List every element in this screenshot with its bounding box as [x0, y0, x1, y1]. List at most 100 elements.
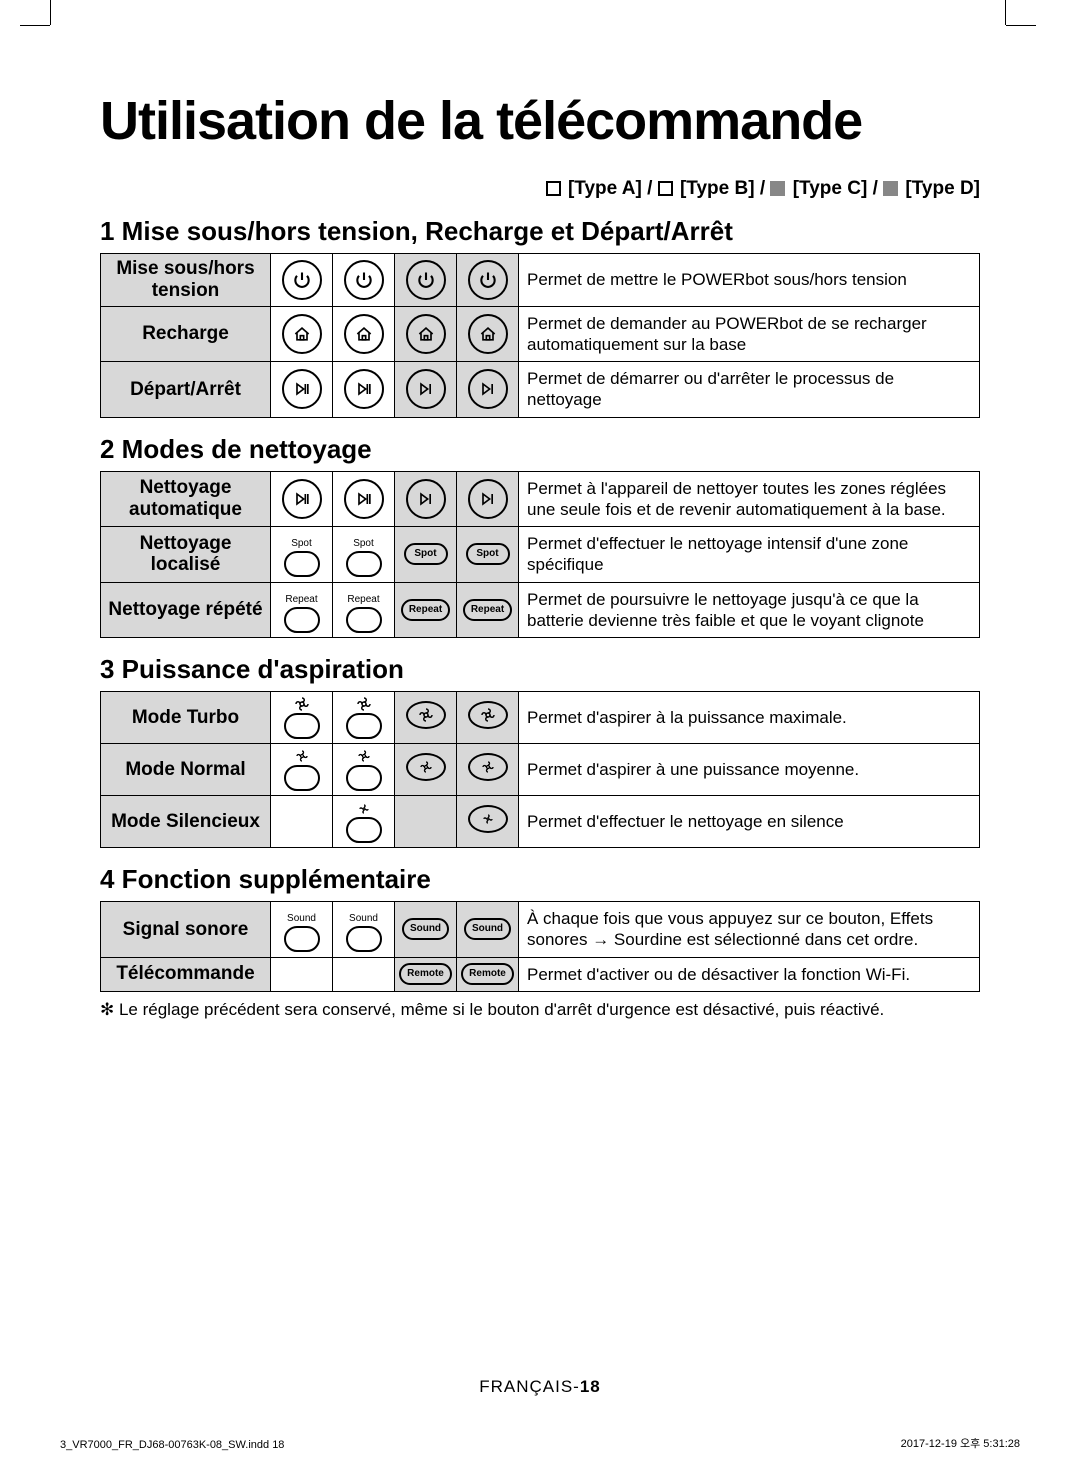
icon-cell [333, 254, 395, 307]
icon-cell [271, 471, 333, 527]
repeat-button-icon: Repeat [463, 599, 512, 621]
fan-mid-icon [406, 753, 446, 781]
row-description: Permet d'effectuer le nettoyage en silen… [519, 796, 980, 848]
table-power: Mise sous/hors tension Permet de mettre … [100, 253, 980, 418]
repeat-label: Repeat [347, 595, 379, 605]
footer-lang: FRANÇAIS- [479, 1377, 580, 1396]
normal-button-icon [346, 765, 382, 791]
icon-cell [333, 471, 395, 527]
icon-cell: Sound [333, 902, 395, 958]
play-stop-icon [468, 369, 508, 409]
row-label: Nettoyage répété [101, 582, 271, 638]
row-description: Permet d'aspirer à la puissance maximale… [519, 692, 980, 744]
type-d-label: [Type D] [905, 178, 980, 199]
fan-high-icon [293, 697, 311, 711]
icon-cell [333, 306, 395, 362]
table-row: Signal sonore Sound Sound Sound Sound À … [101, 902, 980, 958]
table-modes: Nettoyage automatique Permet à l'apparei… [100, 471, 980, 639]
sound-label: Sound [349, 914, 378, 924]
crop-mark [1006, 25, 1036, 26]
type-a-label: [Type A] [568, 178, 642, 199]
icon-cell: Sound [395, 902, 457, 958]
type-b-label: [Type B] [680, 178, 755, 199]
icon-cell [271, 692, 333, 744]
power-icon [468, 260, 508, 300]
icon-cell [395, 254, 457, 307]
row-label: Nettoyage localisé [101, 527, 271, 583]
crop-mark [50, 0, 51, 25]
table-row: Télécommande Remote Remote Permet d'acti… [101, 957, 980, 991]
row-description: Permet d'aspirer à une puissance moyenne… [519, 744, 980, 796]
row-description: Permet à l'appareil de nettoyer toutes l… [519, 471, 980, 527]
fan-high-icon [468, 701, 508, 729]
source-file-label: 3_VR7000_FR_DJ68-00763K-08_SW.indd 18 [60, 1439, 284, 1451]
play-pause-icon [282, 479, 322, 519]
icon-cell [395, 362, 457, 418]
spot-button-icon: Spot [466, 543, 510, 565]
icon-cell [457, 692, 519, 744]
table-suction: Mode Turbo Permet d'aspirer à la puissan… [100, 691, 980, 848]
icon-cell [395, 744, 457, 796]
section-2-heading: 2 Modes de nettoyage [100, 434, 980, 465]
table-extra: Signal sonore Sound Sound Sound Sound À … [100, 901, 980, 992]
row-description: Permet de mettre le POWERbot sous/hors t… [519, 254, 980, 307]
crop-mark [1005, 0, 1006, 25]
icon-cell: Repeat [271, 582, 333, 638]
sound-button-icon: Sound [402, 918, 449, 940]
play-stop-icon [406, 369, 446, 409]
row-description: Permet de poursuivre le nettoyage jusqu'… [519, 582, 980, 638]
icon-cell: Remote [457, 957, 519, 991]
crop-mark [20, 25, 50, 26]
silent-button-icon [346, 817, 382, 843]
table-row: Nettoyage répété Repeat Repeat Repeat Re… [101, 582, 980, 638]
footer-page-number: 18 [580, 1377, 601, 1396]
type-b-marker [658, 181, 673, 196]
turbo-button-icon [284, 713, 320, 739]
row-label: Télécommande [101, 957, 271, 991]
row-label: Mise sous/hors tension [101, 254, 271, 307]
row-label: Mode Silencieux [101, 796, 271, 848]
row-description: Permet de démarrer ou d'arrêter le proce… [519, 362, 980, 418]
footnote: ✻ Le réglage précédent sera conservé, mê… [100, 1000, 980, 1020]
icon-cell-empty [395, 796, 457, 848]
icon-cell [457, 471, 519, 527]
fan-mid-icon [293, 749, 311, 763]
home-icon [344, 314, 384, 354]
spot-button-icon: Spot [404, 543, 448, 565]
fan-low-icon [356, 803, 372, 815]
page-title: Utilisation de la télécommande [100, 90, 980, 152]
spot-label: Spot [353, 539, 374, 549]
sound-label: Sound [287, 914, 316, 924]
play-pause-icon [344, 479, 384, 519]
icon-cell [395, 692, 457, 744]
type-legend: [Type A] / [Type B] / [Type C] / [Type D… [100, 178, 980, 200]
section-1-heading: 1 Mise sous/hors tension, Recharge et Dé… [100, 216, 980, 247]
icon-cell [457, 254, 519, 307]
icon-cell [457, 796, 519, 848]
type-a-marker [546, 181, 561, 196]
icon-cell: Repeat [395, 582, 457, 638]
sound-button-icon: Sound [464, 918, 511, 940]
row-description: Permet d'activer ou de désactiver la fon… [519, 957, 980, 991]
table-row: Mode Turbo Permet d'aspirer à la puissan… [101, 692, 980, 744]
remote-button-icon: Remote [399, 963, 452, 985]
row-label: Mode Turbo [101, 692, 271, 744]
icon-cell: Sound [457, 902, 519, 958]
remote-button-icon: Remote [461, 963, 514, 985]
type-c-label: [Type C] [793, 178, 868, 199]
fan-low-icon [468, 805, 508, 833]
icon-cell: Spot [333, 527, 395, 583]
home-icon [468, 314, 508, 354]
power-icon [406, 260, 446, 300]
icon-cell [271, 362, 333, 418]
icon-cell [395, 471, 457, 527]
table-row: Nettoyage localisé Spot Spot Spot Spot P… [101, 527, 980, 583]
type-c-marker [770, 181, 785, 196]
icon-cell: Remote [395, 957, 457, 991]
icon-cell-empty [271, 796, 333, 848]
icon-cell-empty [271, 957, 333, 991]
turbo-button-icon [346, 713, 382, 739]
repeat-button-icon: Repeat [401, 599, 450, 621]
sound-button-icon [284, 926, 320, 952]
icon-cell: Repeat [457, 582, 519, 638]
